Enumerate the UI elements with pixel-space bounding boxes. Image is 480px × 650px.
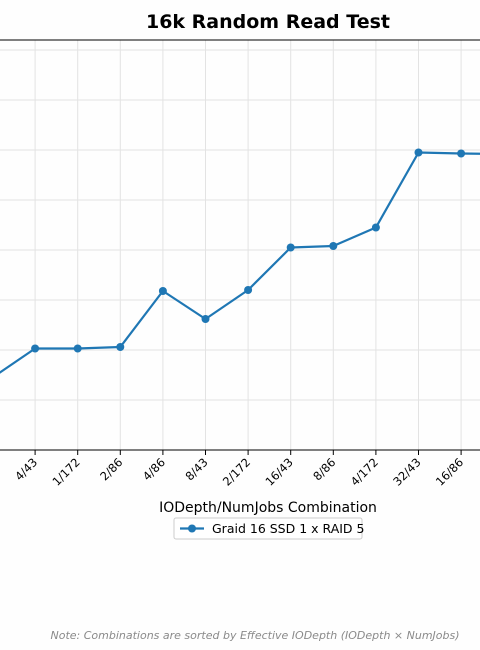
- x-tick-label: 2/172: [220, 455, 253, 488]
- x-tick-label: 4/86: [140, 455, 168, 483]
- data-point: [158, 287, 167, 295]
- series-layer: [0, 148, 480, 374]
- x-axis-label: IODepth/NumJobs Combination: [159, 500, 377, 516]
- data-point: [286, 243, 295, 252]
- data-point: [31, 344, 40, 353]
- data-point: [371, 223, 380, 232]
- legend-box: [173, 517, 363, 540]
- data-point: [457, 149, 466, 158]
- footnote: Note: Combinations are sorted by Effecti…: [50, 629, 459, 642]
- x-tick-label: 16/86: [433, 455, 466, 488]
- legend-point-marker: [188, 524, 196, 533]
- data-point: [73, 344, 82, 353]
- data-point: [329, 242, 338, 250]
- legend-label: Graid 16 SSD 1 x RAID 5: [212, 521, 364, 536]
- legend: Graid 16 SSD 1 x RAID 5: [173, 517, 364, 540]
- x-ticks: 4/43 1/172 2/86 4/86 8/43 2/172 16/43 8/86 4/172…: [12, 450, 466, 489]
- x-tick-label: 8/43: [182, 455, 210, 483]
- data-point: [244, 286, 253, 294]
- x-tick-label: 2/86: [97, 455, 125, 483]
- data-point: [201, 315, 210, 323]
- x-tick-label: 4/43: [12, 455, 40, 483]
- x-tick-label: 8/86: [310, 455, 338, 483]
- x-tick-label: 1/172: [49, 455, 82, 488]
- data-point: [414, 148, 423, 157]
- grid-layer: [0, 40, 480, 450]
- data-point: [116, 343, 125, 351]
- x-tick-label: 16/43: [262, 455, 295, 488]
- x-tick-label: 32/43: [390, 455, 423, 488]
- chart-title: 16k Random Read Test: [146, 11, 390, 33]
- series-line: [0, 151, 480, 374]
- x-tick-label: 4/172: [348, 455, 381, 488]
